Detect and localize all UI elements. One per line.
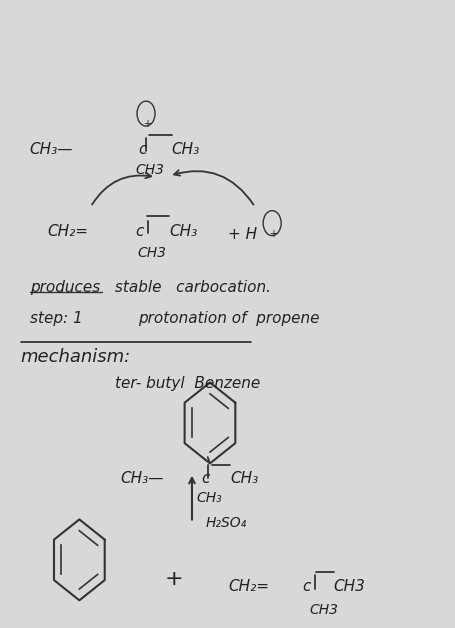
Text: CH3: CH3: [137, 246, 167, 259]
Text: CH₃—: CH₃—: [30, 142, 73, 157]
Text: c: c: [201, 471, 209, 486]
Text: c: c: [137, 142, 146, 157]
Text: c: c: [135, 224, 144, 239]
Text: step: 1: step: 1: [30, 311, 82, 326]
Text: CH₃: CH₃: [196, 491, 222, 506]
Text: CH₃: CH₃: [169, 224, 197, 239]
Text: CH₃—: CH₃—: [120, 471, 163, 486]
Text: mechanism:: mechanism:: [21, 349, 131, 366]
Text: CH₃: CH₃: [230, 471, 258, 486]
Text: CH3: CH3: [333, 578, 365, 593]
Text: +: +: [165, 569, 183, 589]
Text: protonation of  propene: protonation of propene: [137, 311, 318, 326]
Text: c: c: [302, 578, 310, 593]
Text: ter- butyl  Benzene: ter- butyl Benzene: [115, 376, 260, 391]
Text: CH₃: CH₃: [172, 142, 199, 157]
Text: CH3: CH3: [308, 604, 337, 617]
Text: + H: + H: [228, 227, 257, 242]
Text: +: +: [143, 119, 151, 129]
Text: CH₂=: CH₂=: [48, 224, 89, 239]
Text: H₂SO₄: H₂SO₄: [205, 516, 246, 530]
Text: CH3: CH3: [135, 163, 164, 177]
Text: +: +: [269, 229, 277, 239]
Text: CH₂=: CH₂=: [228, 578, 268, 593]
Text: produces   stable   carbocation.: produces stable carbocation.: [30, 279, 270, 295]
